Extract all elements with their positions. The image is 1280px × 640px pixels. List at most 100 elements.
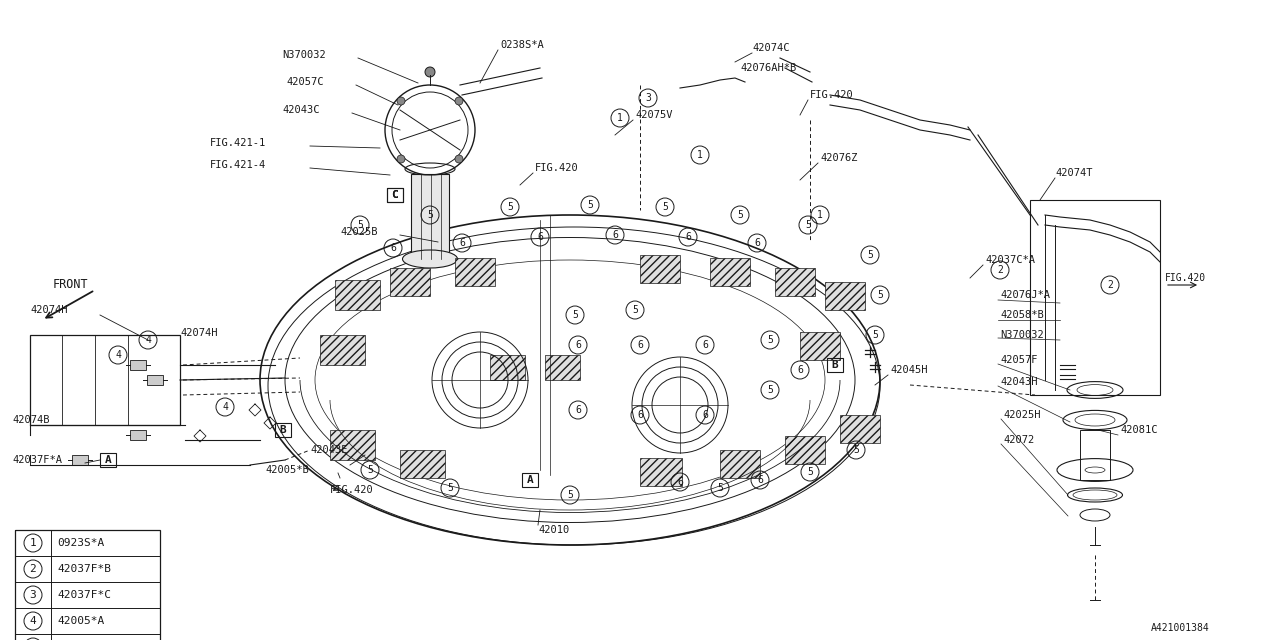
Text: 42037C*A: 42037C*A — [986, 255, 1036, 265]
Text: 6: 6 — [637, 410, 643, 420]
Text: 5: 5 — [767, 385, 773, 395]
Text: 42074B: 42074B — [12, 415, 50, 425]
Text: 42074T: 42074T — [1055, 168, 1093, 178]
Text: 5: 5 — [572, 310, 579, 320]
Text: 42037F*B: 42037F*B — [58, 564, 111, 574]
Text: 42005*B: 42005*B — [265, 465, 308, 475]
Text: 5: 5 — [808, 467, 813, 477]
Text: 5: 5 — [588, 200, 593, 210]
Bar — [29, 335, 180, 425]
Text: 2: 2 — [1107, 280, 1112, 290]
Circle shape — [397, 155, 404, 163]
Text: B: B — [279, 425, 287, 435]
Text: A421001384: A421001384 — [1151, 623, 1210, 633]
Text: 5: 5 — [447, 483, 453, 493]
Text: 5: 5 — [507, 202, 513, 212]
Bar — [387, 188, 403, 202]
Text: 1: 1 — [617, 113, 623, 123]
Text: 0238S*A: 0238S*A — [500, 40, 544, 50]
Text: 6: 6 — [797, 365, 803, 375]
Text: 42076AH*B: 42076AH*B — [740, 63, 796, 73]
Bar — [640, 458, 682, 486]
Bar — [275, 423, 291, 437]
Bar — [710, 258, 750, 286]
Text: 6: 6 — [390, 243, 396, 253]
Text: 42075V: 42075V — [635, 110, 672, 120]
Text: 42058*B: 42058*B — [1000, 310, 1043, 320]
Bar — [147, 375, 163, 385]
Bar — [100, 453, 116, 467]
Bar — [131, 360, 146, 370]
Text: 6: 6 — [677, 477, 684, 487]
Bar — [72, 455, 88, 465]
Circle shape — [425, 67, 435, 77]
Text: FIG.421-4: FIG.421-4 — [210, 160, 266, 170]
Text: 42076Z: 42076Z — [820, 153, 858, 163]
Text: 6: 6 — [754, 238, 760, 248]
Text: 42074H: 42074H — [29, 305, 68, 315]
Text: 42025H: 42025H — [1004, 410, 1041, 420]
Text: 3: 3 — [29, 590, 36, 600]
Text: 3: 3 — [645, 93, 652, 103]
Text: 42072: 42072 — [1004, 435, 1034, 445]
Text: 5: 5 — [567, 490, 573, 500]
Text: 5: 5 — [737, 210, 742, 220]
Text: 6: 6 — [701, 340, 708, 350]
Bar — [826, 282, 865, 310]
Text: 5: 5 — [867, 250, 873, 260]
Bar — [1030, 200, 1160, 395]
Text: N370032: N370032 — [282, 50, 325, 60]
Text: 42010: 42010 — [538, 525, 570, 535]
Bar — [522, 473, 538, 487]
Bar — [785, 436, 826, 464]
Bar — [335, 280, 380, 310]
Text: 5: 5 — [662, 202, 668, 212]
Text: A: A — [105, 455, 111, 465]
Text: 6: 6 — [575, 405, 581, 415]
Bar — [15, 530, 160, 640]
Text: 42043H: 42043H — [1000, 377, 1038, 387]
Text: 6: 6 — [685, 232, 691, 242]
Circle shape — [397, 97, 404, 105]
Text: 5: 5 — [367, 465, 372, 475]
Text: 1: 1 — [698, 150, 703, 160]
Bar — [330, 430, 375, 460]
Text: 6: 6 — [538, 232, 543, 242]
Text: 42076J*A: 42076J*A — [1000, 290, 1050, 300]
Bar — [399, 450, 445, 478]
Text: 42037F*C: 42037F*C — [58, 590, 111, 600]
Circle shape — [454, 97, 463, 105]
Text: 6: 6 — [756, 475, 763, 485]
Text: 5: 5 — [357, 220, 364, 230]
Text: 5: 5 — [852, 445, 859, 455]
Text: 5: 5 — [632, 305, 637, 315]
Ellipse shape — [402, 250, 457, 268]
Text: 6: 6 — [701, 410, 708, 420]
Bar — [640, 255, 680, 283]
Bar — [840, 415, 881, 443]
Bar — [490, 355, 525, 380]
Text: FRONT: FRONT — [52, 278, 88, 291]
Text: 6: 6 — [612, 230, 618, 240]
Text: 42057F: 42057F — [1000, 355, 1038, 365]
Text: 6: 6 — [460, 238, 465, 248]
Bar — [411, 174, 449, 259]
Text: 42025B: 42025B — [340, 227, 378, 237]
Bar — [774, 268, 815, 296]
Text: FIG.420: FIG.420 — [330, 485, 374, 495]
Text: FIG.421-1: FIG.421-1 — [210, 138, 266, 148]
Bar — [827, 358, 844, 372]
Text: 2: 2 — [29, 564, 36, 574]
Text: 4: 4 — [115, 350, 120, 360]
Bar — [320, 335, 365, 365]
Text: 42081C: 42081C — [1120, 425, 1157, 435]
Text: FIG.420: FIG.420 — [1165, 273, 1206, 283]
Text: 42043C: 42043C — [282, 105, 320, 115]
Text: C: C — [392, 190, 398, 200]
Text: 42045H: 42045H — [890, 365, 928, 375]
Text: 1: 1 — [29, 538, 36, 548]
Bar — [390, 268, 430, 296]
Text: 4: 4 — [145, 335, 151, 345]
Bar — [387, 188, 403, 202]
Text: C: C — [392, 190, 398, 200]
